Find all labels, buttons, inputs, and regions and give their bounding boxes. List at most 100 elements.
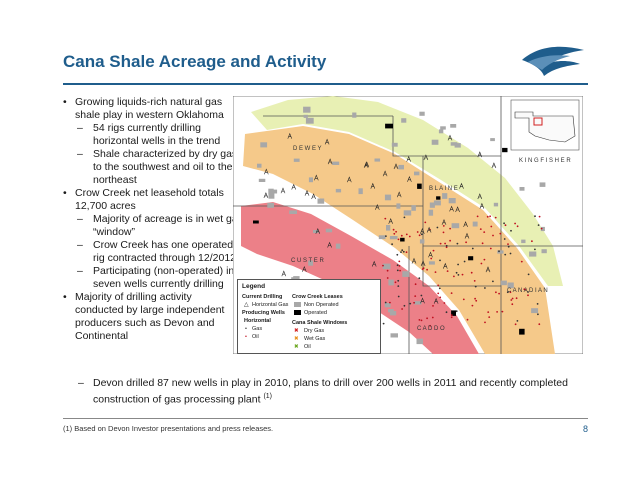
- producing-well-dot: [483, 231, 486, 234]
- producing-well-dot: [401, 249, 404, 252]
- producing-well-dot: [396, 264, 399, 267]
- producing-well-dot: [437, 292, 440, 295]
- non-operated-lease: [335, 188, 342, 193]
- legend-oil: Oil: [252, 334, 259, 340]
- non-operated-lease: [450, 142, 458, 146]
- producing-well-dot: [391, 243, 393, 246]
- producing-well-dot: [442, 225, 445, 227]
- producing-well-dot: [496, 311, 498, 313]
- operated-swatch: [294, 310, 301, 315]
- producing-well-dot: [384, 217, 387, 220]
- producing-well-dot: [515, 297, 518, 300]
- drilling-rig-icon: [459, 182, 464, 189]
- non-operated-lease: [433, 200, 441, 206]
- producing-well-dot: [384, 301, 387, 304]
- non-operated-lease: [396, 203, 401, 209]
- drilling-rig-icon: [281, 270, 287, 277]
- legend-horizontal: Horizontal: [244, 318, 271, 324]
- non-operated-lease: [539, 182, 546, 187]
- producing-well-dot: [487, 311, 490, 313]
- non-operated-lease: [450, 124, 457, 128]
- county-label-caddo: C A D D O: [417, 326, 445, 332]
- footnote-ref: (1): [263, 393, 272, 400]
- legend-operated: Operated: [304, 310, 327, 316]
- producing-well-dot: [418, 277, 421, 280]
- producing-well-dot: [538, 215, 541, 218]
- producing-well-dot: [401, 308, 403, 310]
- producing-well-dot: [461, 273, 464, 276]
- producing-well-dot: [455, 310, 458, 313]
- drilling-rig-icon: [447, 134, 453, 141]
- producing-well-dot: [511, 303, 514, 306]
- producing-well-dot: [450, 292, 453, 294]
- producing-well-dot: [398, 265, 401, 267]
- producing-well-dot: [446, 270, 449, 272]
- producing-well-dot: [382, 264, 384, 267]
- producing-well-dot: [507, 243, 509, 246]
- producing-well-dot: [498, 292, 500, 295]
- non-operated-lease: [308, 260, 314, 266]
- producing-well-dot: [507, 245, 510, 248]
- drilling-rig-icon: [479, 202, 485, 209]
- footnote: (1) Based on Devon Investor presentation…: [63, 424, 274, 433]
- sub-bullet-item: Majority of acreage is in wet gas “windo…: [63, 213, 243, 239]
- producing-well-dot: [420, 294, 423, 297]
- producing-well-dot: [509, 291, 512, 294]
- drilling-rig-icon: [314, 174, 319, 181]
- producing-well-dot: [397, 295, 400, 298]
- producing-well-dot: [424, 221, 427, 224]
- producing-well-dot: [453, 275, 455, 278]
- producing-well-dot: [434, 271, 437, 273]
- producing-well-dot: [400, 234, 403, 237]
- producing-well-dot: [420, 319, 423, 322]
- drilling-rig-icon: [428, 251, 433, 258]
- non-operated-lease: [429, 202, 435, 208]
- producing-well-dot: [439, 259, 441, 262]
- operated-lease: [502, 147, 508, 153]
- drilling-rig-icon: [393, 163, 399, 170]
- non-operated-lease: [325, 228, 333, 233]
- producing-well-dot: [527, 273, 530, 276]
- legend-dry-gas: Dry Gas: [304, 328, 325, 334]
- producing-well-dot: [414, 283, 417, 286]
- producing-well-dot: [527, 291, 529, 293]
- producing-well-dot: [409, 302, 412, 305]
- producing-well-dot: [408, 235, 411, 238]
- producing-well-dot: [439, 242, 442, 245]
- producing-well-dot: [405, 233, 408, 236]
- producing-well-dot: [445, 311, 448, 314]
- non-operated-lease: [419, 239, 425, 244]
- drilling-rig-icon: [477, 151, 483, 158]
- drilling-rig-icon: [396, 191, 402, 198]
- drilling-rig-icon: [441, 218, 447, 225]
- non-operated-lease: [384, 303, 391, 308]
- producing-well-dot: [520, 260, 523, 263]
- producing-well-dot: [386, 269, 389, 272]
- non-operated-lease: [497, 250, 504, 254]
- producing-well-dot: [483, 258, 486, 261]
- producing-well-dot: [385, 235, 387, 238]
- producing-well-dot: [403, 216, 406, 219]
- drilling-rig-icon: [382, 170, 388, 177]
- drilling-rig-icon: [375, 203, 380, 210]
- sub-bullet-item: Shale characterized by dry gas to the so…: [63, 148, 243, 187]
- non-operated-lease: [335, 243, 341, 249]
- drilling-rig-icon: [311, 193, 316, 200]
- producing-well-dot: [426, 317, 428, 320]
- non-operated-lease: [386, 225, 391, 231]
- producing-well-dot: [536, 303, 539, 305]
- producing-well-dot: [418, 319, 421, 321]
- non-operated-lease: [507, 282, 514, 289]
- legend-producing-wells: Producing Wells: [242, 310, 285, 316]
- drilling-rig-icon: [426, 226, 432, 233]
- producing-well-dot: [504, 224, 507, 227]
- oklahoma-inset: [510, 99, 580, 151]
- sub-bullet-item: 54 rigs currently drilling horizontal we…: [63, 122, 243, 148]
- non-operated-lease: [440, 126, 446, 130]
- producing-well-dot: [432, 249, 435, 252]
- producing-well-dot: [450, 316, 453, 319]
- producing-well-dot: [443, 302, 446, 304]
- rig-icon: △: [244, 302, 249, 308]
- non-operated-lease: [260, 142, 268, 148]
- legend-oil-window: Oil: [304, 344, 311, 350]
